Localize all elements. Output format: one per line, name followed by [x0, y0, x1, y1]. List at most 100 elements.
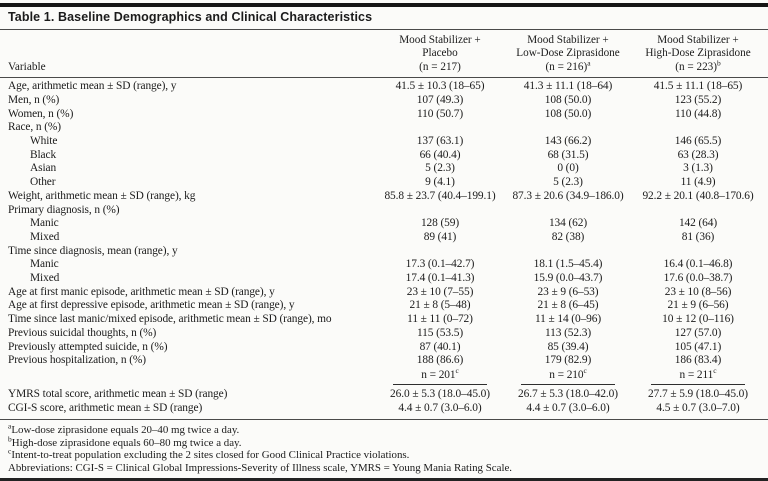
row-value-high-dose: 146 (65.5) [674, 135, 722, 148]
table-row: Manic 17.3 (0.1–42.7) 18.1 (1.5–45.4) 16… [8, 258, 764, 272]
row-value-placebo: 17.3 (0.1–42.7) [405, 258, 475, 271]
row-value-high-dose [632, 121, 764, 135]
table-row: Manic 128 (59) 134 (62) 142 (64) [8, 217, 764, 231]
row-value-low-dose: 11 ± 14 (0–96) [534, 313, 602, 326]
row-value-placebo: 107 (49.3) [416, 93, 464, 106]
row-label: Other [30, 176, 56, 189]
header-rule [0, 77, 768, 79]
row-label: Age at first depressive episode, arithme… [8, 299, 295, 312]
row-label: Asian [30, 162, 57, 175]
row-label: Time since diagnosis, mean (range), y [8, 244, 178, 257]
row-value-low-dose: 82 (38) [551, 230, 585, 243]
row-value-high-dose [632, 245, 764, 259]
table-row: Previously attempted suicide, n (%) 87 (… [8, 341, 764, 355]
table-row: Previous hospitalization, n (%) 188 (86.… [8, 354, 764, 368]
row-value-low-dose: 87.3 ± 20.6 (34.9–186.0) [512, 189, 624, 202]
row-value-low-dose: 143 (66.2) [544, 135, 592, 148]
row-value-placebo: 137 (63.1) [416, 135, 464, 148]
table-row: Weight, arithmetic mean ± SD (range), kg… [8, 190, 764, 204]
row-label: Age at first manic episode, arithmetic m… [8, 285, 275, 298]
row-value-high-dose: 23 ± 10 (8–56) [664, 285, 732, 298]
row-value-low-dose: 18.1 (1.5–45.4) [533, 258, 603, 271]
table-row: YMRS total score, arithmetic mean ± SD (… [8, 387, 764, 402]
footnote-marker: b [716, 58, 721, 68]
column-header-high-dose: Mood Stabilizer + High-Dose Ziprasidone … [632, 34, 764, 74]
footnote-marker: c [713, 366, 717, 376]
row-value-placebo: 188 (86.6) [416, 354, 464, 367]
row-value-low-dose: 26.7 ± 5.3 (18.0–42.0) [518, 387, 618, 400]
row-label: YMRS total score, arithmetic mean ± SD (… [8, 387, 228, 400]
column-header-line: High-Dose Ziprasidone [645, 47, 751, 60]
table-row: Asian 5 (2.3) 0 (0) 3 (1.3) [8, 162, 764, 176]
footnotes: aLow-dose ziprasidone equals 20–40 mg tw… [0, 420, 768, 478]
row-label: Mixed [30, 230, 60, 243]
row-value-placebo [376, 245, 504, 259]
row-label: Age, arithmetic mean ± SD (range), y [8, 80, 177, 93]
table-row: Mixed 89 (41) 82 (38) 81 (36) [8, 231, 764, 245]
row-value-high-dose: n = 211c [632, 366, 764, 385]
table-row: Age, arithmetic mean ± SD (range), y 41.… [8, 80, 764, 94]
row-value-low-dose: 23 ± 9 (6–53) [537, 285, 599, 298]
footnote-abbreviations: Abbreviations: CGI-S = Clinical Global I… [8, 461, 513, 474]
row-value-high-dose: 81 (36) [681, 230, 715, 243]
row-value-high-dose: 123 (55.2) [674, 93, 722, 106]
table-row: Previous suicidal thoughts, n (%) 115 (5… [8, 327, 764, 341]
row-value-placebo: 85.8 ± 23.7 (40.4–199.1) [384, 189, 496, 202]
column-header-line: Mood Stabilizer + [657, 34, 739, 46]
footnote-marker: c [455, 366, 459, 376]
row-value-placebo: 89 (41) [423, 230, 457, 243]
row-value-high-dose: 186 (83.4) [674, 354, 722, 367]
column-headers: Variable Mood Stabilizer + Placebo (n = … [0, 30, 768, 77]
column-header-n: (n = 216)a [545, 58, 591, 73]
row-value-high-dose: 127 (57.0) [674, 326, 722, 339]
row-value-low-dose: 134 (62) [548, 217, 588, 230]
footnote-c: cIntent-to-treat population excluding th… [8, 446, 410, 462]
column-header-line: Mood Stabilizer + [527, 34, 609, 46]
row-value-placebo: 4.4 ± 0.7 (3.0–6.0) [398, 402, 482, 415]
row-value-high-dose: 11 (4.9) [680, 176, 716, 189]
row-label: Manic [30, 258, 59, 271]
row-value-placebo [376, 204, 504, 218]
column-header-line: Mood Stabilizer + [399, 34, 481, 46]
footnote-marker: c [8, 446, 12, 456]
footnote-marker: a [8, 421, 12, 431]
row-value-low-dose: 179 (82.9) [544, 354, 592, 367]
row-value-placebo: 5 (2.3) [425, 162, 455, 175]
top-rule [0, 3, 768, 7]
column-header-placebo: Mood Stabilizer + Placebo (n = 217) [376, 34, 504, 74]
column-header-line: Low-Dose Ziprasidone [516, 47, 620, 60]
column-header-n: (n = 223)b [675, 58, 721, 73]
footnote-marker: a [587, 58, 591, 68]
column-header-line: Placebo [422, 47, 458, 60]
table-row: Age at first manic episode, arithmetic m… [8, 286, 764, 300]
row-value-placebo: 11 ± 11 (0–72) [407, 313, 473, 326]
row-value-low-dose: 108 (50.0) [544, 93, 592, 106]
title-rule [0, 29, 768, 30]
row-label: Weight, arithmetic mean ± SD (range), kg [8, 189, 196, 202]
row-value-high-dose: 142 (64) [678, 217, 718, 230]
footnote-marker: b [8, 433, 12, 443]
row-value-low-dose: 15.9 (0.0–43.7) [533, 272, 603, 285]
footnote-rule [0, 418, 768, 420]
row-value-placebo: 128 (59) [420, 217, 460, 230]
table-row: Time since last manic/mixed episode, ari… [8, 313, 764, 327]
table-row: Black 66 (40.4) 68 (31.5) 63 (28.3) [8, 149, 764, 163]
row-label: Previous suicidal thoughts, n (%) [8, 326, 157, 339]
bottom-rule [0, 477, 768, 481]
table-row: Race, n (%) [8, 121, 764, 135]
row-value-high-dose: 17.6 (0.0–38.7) [663, 272, 733, 285]
row-value-placebo: 87 (40.1) [419, 340, 461, 353]
table-body: Age, arithmetic mean ± SD (range), y 41.… [0, 78, 768, 416]
row-value-placebo: 17.4 (0.1–41.3) [405, 272, 475, 285]
row-value-high-dose: 105 (47.1) [674, 340, 722, 353]
row-value-high-dose: 92.2 ± 20.1 (40.8–170.6) [642, 189, 754, 202]
row-value-low-dose [504, 204, 632, 218]
table-row: Men, n (%) 107 (49.3) 108 (50.0) 123 (55… [8, 94, 764, 108]
row-value-high-dose: 3 (1.3) [683, 162, 713, 175]
row-value-low-dose: 4.4 ± 0.7 (3.0–6.0) [526, 402, 610, 415]
row-value-low-dose: 21 ± 8 (6–45) [537, 299, 599, 312]
row-value-placebo: 9 (4.1) [425, 176, 455, 189]
row-value-high-dose: 41.5 ± 11.1 (18–65) [653, 80, 743, 93]
row-label: Previously attempted suicide, n (%) [8, 340, 168, 353]
